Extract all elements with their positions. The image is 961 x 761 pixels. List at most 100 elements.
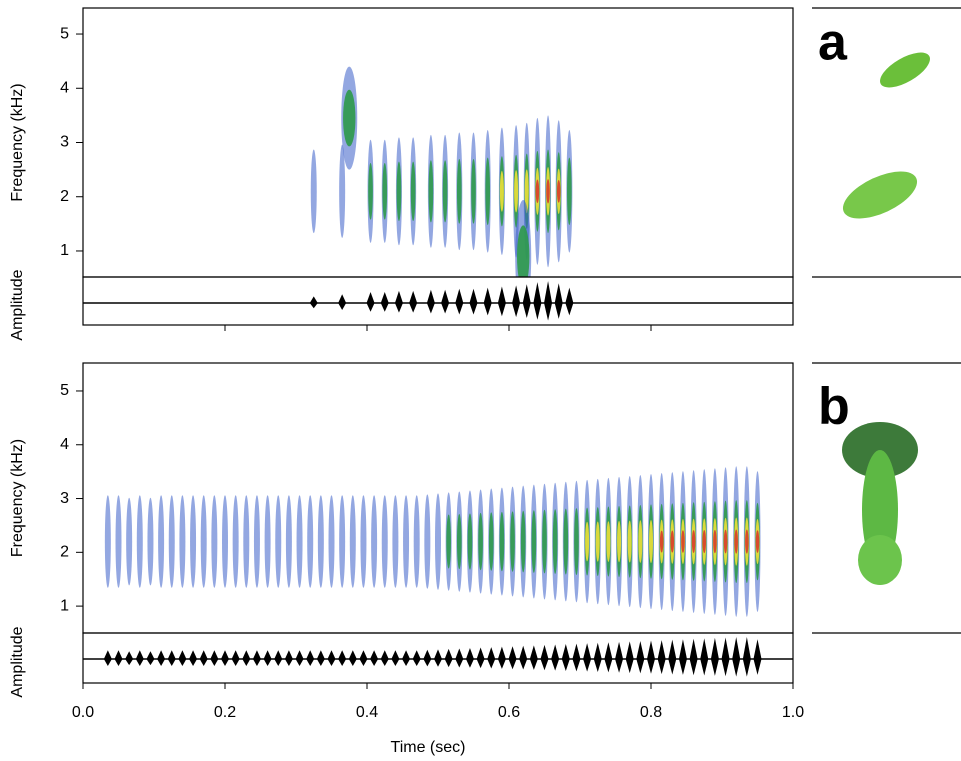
y-tick-label: 5 (60, 382, 69, 399)
waveform-pulse (700, 638, 709, 676)
amplitude-label: Amplitude (9, 269, 26, 340)
y-tick-label: 4 (60, 436, 69, 453)
pulse-layer (691, 530, 696, 553)
waveform-pulse (252, 650, 261, 667)
waveform-pulse (359, 650, 368, 667)
pulse-layer (723, 529, 728, 554)
y-tick-label: 4 (60, 79, 69, 96)
pulse (424, 494, 431, 589)
y-tick-label: 2 (60, 544, 69, 561)
pulse (381, 495, 388, 588)
pulse-layer (413, 495, 420, 588)
pulse (669, 472, 676, 612)
x-axis-label: Time (sec) (391, 739, 466, 756)
waveform-pulse (409, 290, 418, 313)
waveform-pulse (178, 650, 187, 667)
pulse-layer (168, 495, 175, 588)
waveform-pulse (636, 640, 645, 674)
waveform-pulse (263, 650, 272, 667)
waveform-pulse (572, 643, 581, 672)
pulse-layer (467, 513, 473, 570)
waveform-pulse (476, 647, 485, 669)
pulse-layer (317, 495, 324, 588)
pulse (584, 479, 591, 604)
waveform-pulse (678, 639, 687, 675)
pulse (605, 477, 612, 606)
pulse (648, 474, 654, 610)
frog-photo (842, 52, 930, 585)
pulse (349, 495, 356, 588)
y-tick-label: 3 (60, 490, 69, 507)
waveform-pulse (135, 650, 144, 667)
pulse-layer (243, 495, 250, 588)
pulse-layer (392, 495, 399, 588)
waveform-pulse (593, 642, 602, 673)
waveform-pulse (391, 650, 400, 667)
pulse (275, 495, 282, 588)
waveform-pulse (338, 650, 347, 667)
pulse-layer (531, 510, 537, 573)
pulse (658, 473, 665, 611)
waveform-pulse (615, 641, 624, 673)
pulse (413, 495, 420, 588)
waveform-pulse (231, 650, 240, 667)
waveform-pulse (554, 283, 563, 319)
pulse-layer (485, 157, 491, 226)
waveform-pulse (366, 292, 375, 312)
x-tick-label: 0.6 (498, 704, 520, 721)
pulse-layer (745, 529, 749, 554)
pulse-layer (296, 495, 303, 588)
pulse (520, 485, 527, 598)
pulse (679, 471, 686, 613)
pulse (126, 497, 133, 586)
spectrogram-frame (82, 7, 794, 278)
pulse (427, 134, 434, 248)
pulse-layer (595, 521, 600, 562)
pulse-layer (510, 511, 515, 572)
waveform-pulse (647, 640, 655, 674)
pulse-layer (755, 530, 760, 553)
pulse (285, 495, 292, 588)
pulse-layer (147, 497, 154, 586)
pulse-layer (552, 509, 558, 574)
waveform-pulse (742, 637, 751, 677)
x-tick-label: 0.2 (214, 704, 236, 721)
pulse-layer (471, 158, 476, 224)
pulse (253, 495, 260, 588)
waveform-pulse (732, 637, 741, 677)
waveform-pulse (540, 644, 549, 671)
pulse (104, 495, 111, 588)
pulse-layer (349, 495, 356, 588)
waveform-pulse (561, 644, 570, 671)
pulse (371, 495, 378, 588)
pulse (328, 495, 335, 588)
pulse-layer (264, 495, 271, 588)
waveform-pulse (604, 642, 613, 673)
pulse (367, 139, 374, 243)
pulse-layer (126, 497, 133, 586)
waveform-pulse (441, 289, 450, 314)
waveform-pulse (423, 649, 432, 667)
waveform-pulse (189, 650, 198, 667)
pulse-layer (574, 508, 579, 575)
pulse-layer (403, 495, 410, 588)
waveform-pulse (455, 288, 464, 315)
pulse (711, 468, 718, 615)
waveform-pulse (295, 650, 304, 667)
pulse-layer (585, 521, 590, 562)
pulse (754, 471, 761, 613)
waveform-pulse (114, 650, 123, 667)
pulse-layer (158, 495, 165, 588)
waveform-pulse (103, 650, 112, 667)
waveform-pulse (338, 294, 347, 311)
frog-shape (880, 52, 930, 88)
waveform-pulse (316, 650, 325, 667)
waveform-pulse (465, 648, 474, 668)
pulse-layer (396, 161, 402, 221)
pulse-layer (360, 495, 367, 588)
pulse (637, 474, 644, 609)
pulse-layer (488, 512, 494, 571)
pulse-layer (702, 529, 706, 554)
pulse (179, 495, 186, 588)
